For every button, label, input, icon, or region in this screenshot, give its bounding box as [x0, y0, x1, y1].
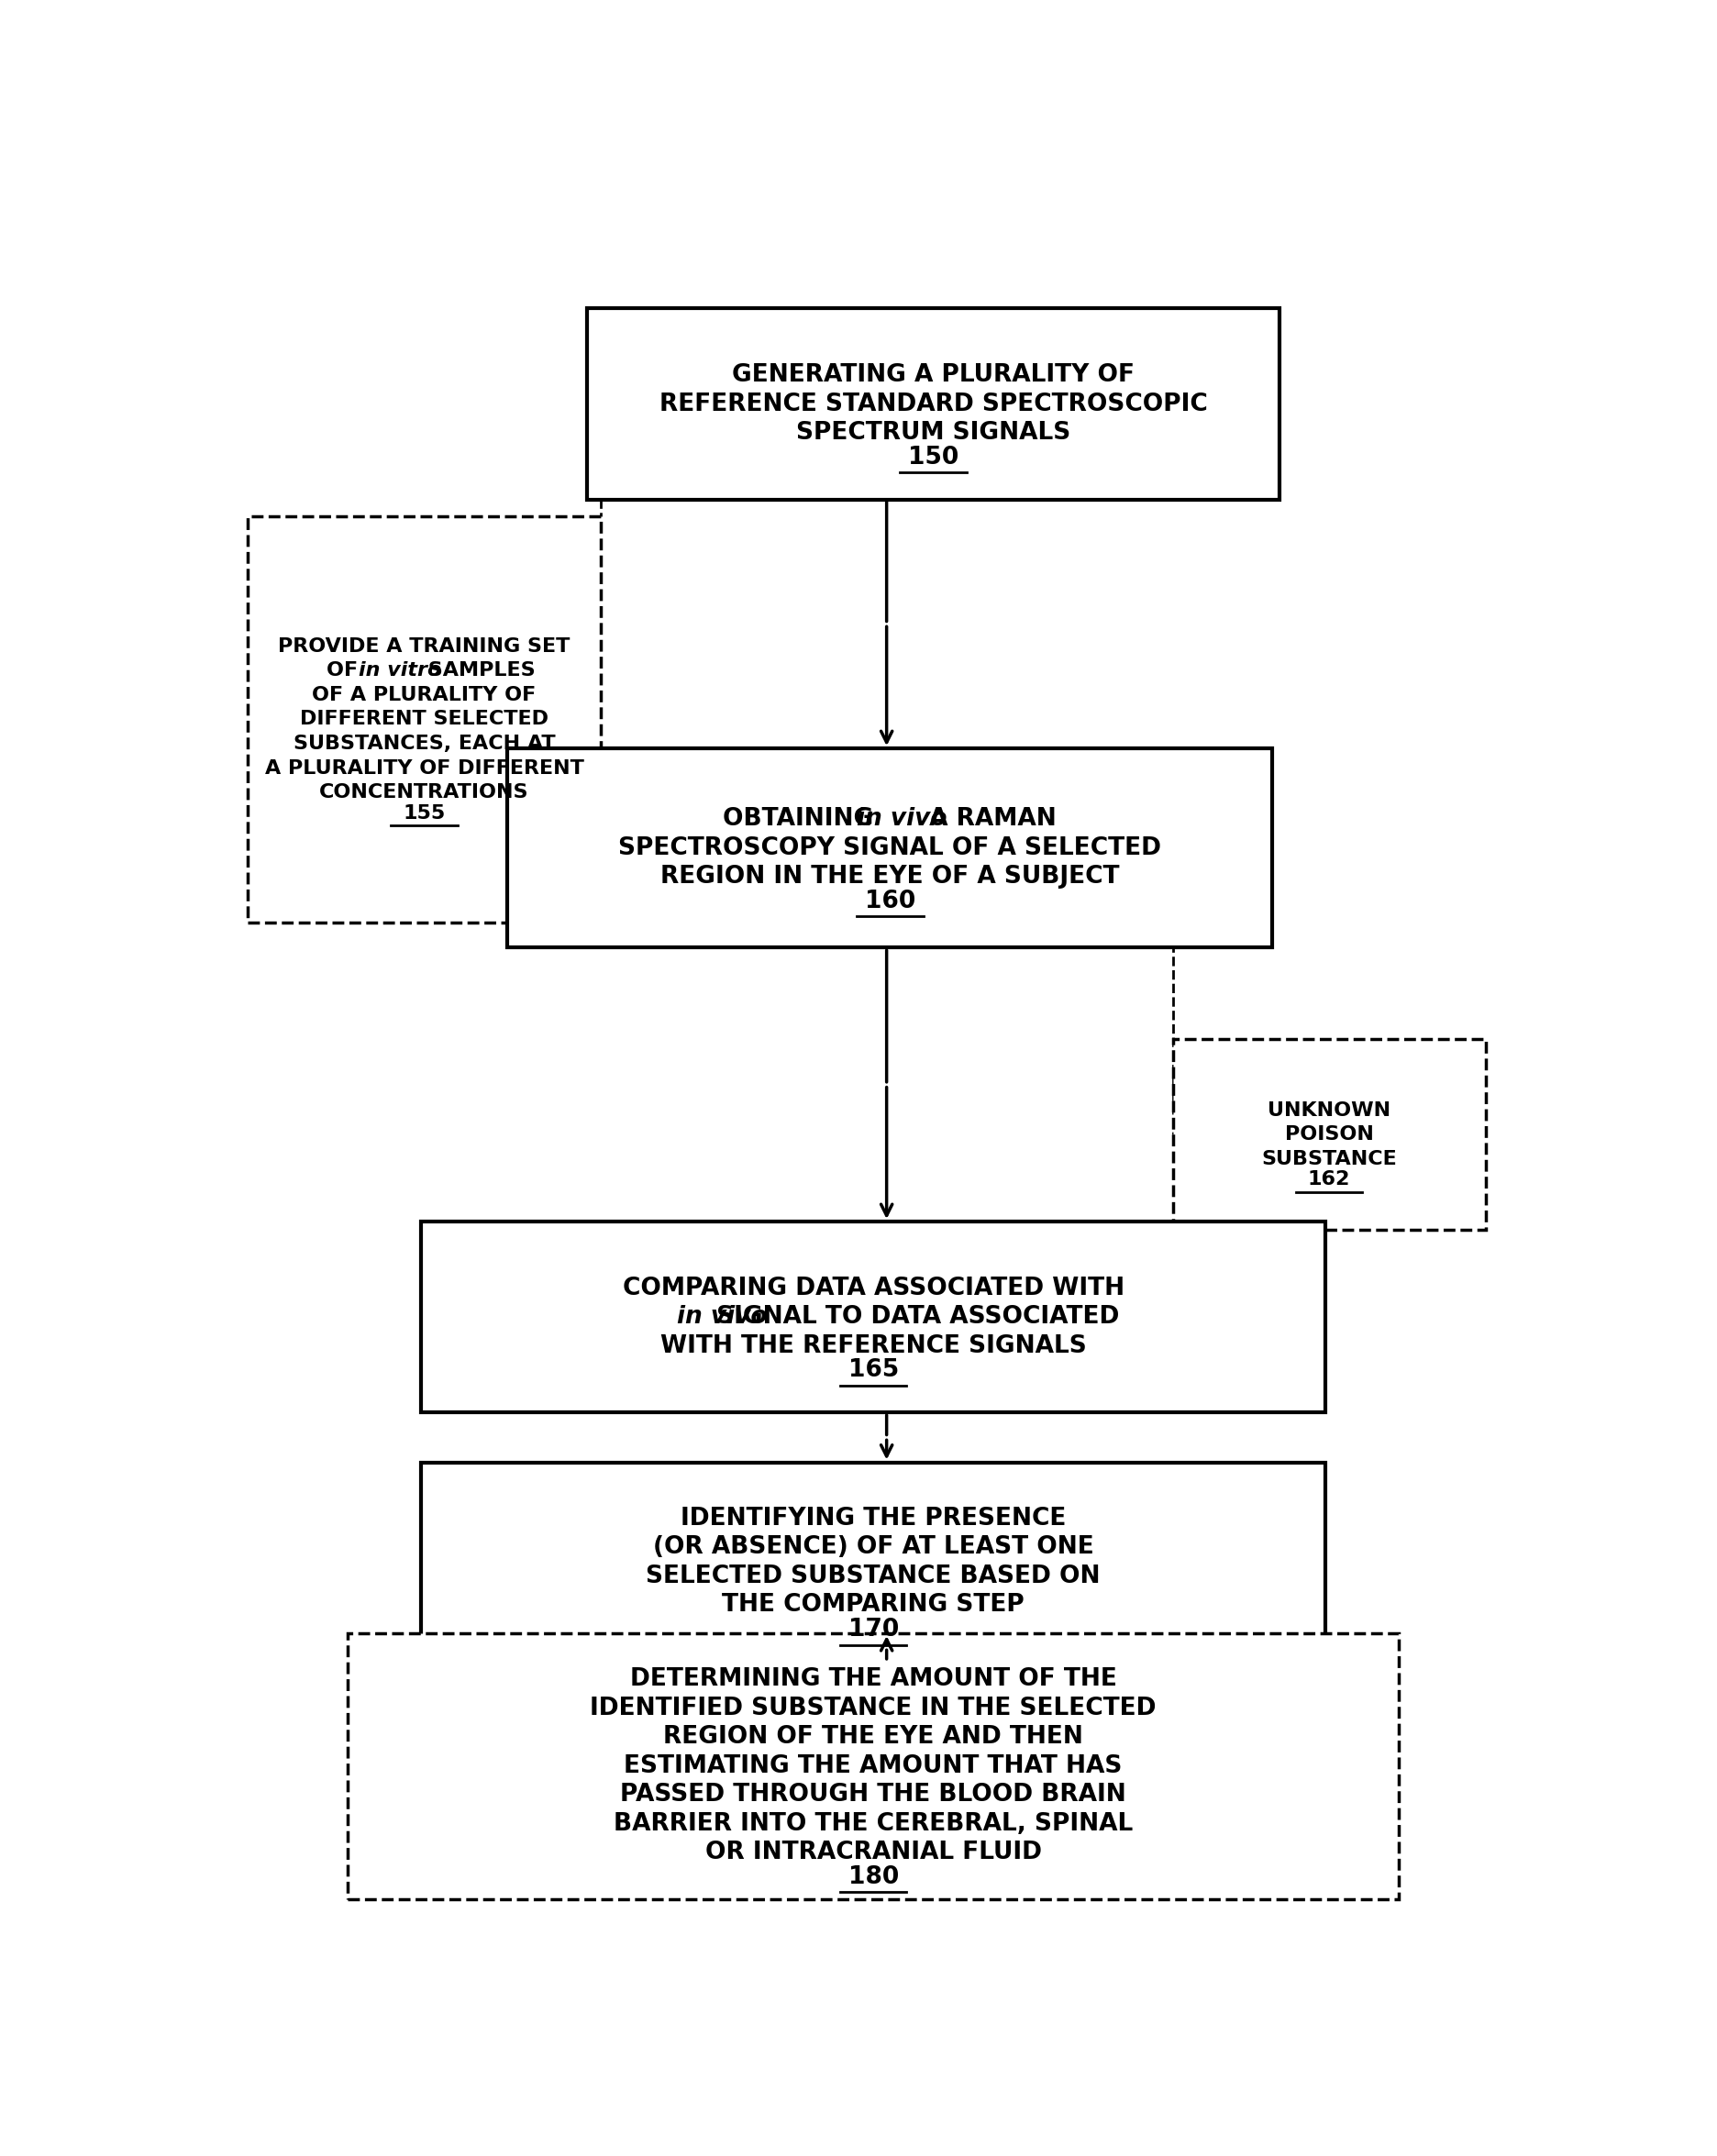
FancyBboxPatch shape [349, 1634, 1399, 1899]
Text: 180: 180 [848, 1865, 898, 1889]
Text: 155: 155 [403, 804, 445, 821]
Text: ESTIMATING THE AMOUNT THAT HAS: ESTIMATING THE AMOUNT THAT HAS [623, 1755, 1123, 1779]
Text: in vitro: in vitro [359, 662, 441, 679]
Text: PASSED THROUGH THE BLOOD BRAIN: PASSED THROUGH THE BLOOD BRAIN [620, 1783, 1126, 1807]
Text: REFERENCE STANDARD SPECTROSCOPIC: REFERENCE STANDARD SPECTROSCOPIC [659, 392, 1207, 416]
Text: UNKNOWN: UNKNOWN [1267, 1102, 1391, 1119]
Text: 162: 162 [1308, 1171, 1350, 1188]
FancyBboxPatch shape [587, 308, 1279, 500]
FancyBboxPatch shape [247, 515, 601, 923]
Text: OF A PLURALITY OF: OF A PLURALITY OF [312, 686, 536, 705]
Text: A RAMAN: A RAMAN [920, 806, 1056, 830]
Text: CONCENTRATIONS: CONCENTRATIONS [319, 783, 529, 802]
Text: IDENTIFYING THE PRESENCE: IDENTIFYING THE PRESENCE [680, 1507, 1066, 1531]
Text: PROVIDE A TRAINING SET: PROVIDE A TRAINING SET [278, 638, 570, 655]
Text: DETERMINING THE AMOUNT OF THE: DETERMINING THE AMOUNT OF THE [630, 1667, 1116, 1692]
Text: 160: 160 [865, 890, 915, 914]
Text: DIFFERENT SELECTED: DIFFERENT SELECTED [300, 709, 548, 729]
Text: SPECTROSCOPY SIGNAL OF A SELECTED: SPECTROSCOPY SIGNAL OF A SELECTED [618, 837, 1161, 860]
Text: OF: OF [326, 662, 366, 679]
Text: 165: 165 [848, 1358, 898, 1382]
FancyBboxPatch shape [508, 748, 1272, 949]
Text: SPECTRUM SIGNALS: SPECTRUM SIGNALS [797, 420, 1070, 444]
Text: REGION OF THE EYE AND THEN: REGION OF THE EYE AND THEN [663, 1725, 1083, 1749]
Text: SELECTED SUBSTANCE BASED ON: SELECTED SUBSTANCE BASED ON [646, 1565, 1101, 1589]
Text: SAMPLES: SAMPLES [421, 662, 536, 679]
Text: GENERATING A PLURALITY OF: GENERATING A PLURALITY OF [731, 362, 1135, 388]
Text: COMPARING DATA ASSOCIATED WITH: COMPARING DATA ASSOCIATED WITH [622, 1276, 1125, 1300]
FancyBboxPatch shape [421, 1462, 1326, 1662]
Text: OR INTRACRANIAL FLUID: OR INTRACRANIAL FLUID [706, 1841, 1042, 1865]
Text: (OR ABSENCE) OF AT LEAST ONE: (OR ABSENCE) OF AT LEAST ONE [652, 1535, 1094, 1559]
Text: 170: 170 [848, 1617, 898, 1641]
Text: SIGNAL TO DATA ASSOCIATED: SIGNAL TO DATA ASSOCIATED [709, 1304, 1119, 1328]
Text: OBTAINING: OBTAINING [723, 806, 883, 830]
Text: 150: 150 [908, 446, 958, 470]
Text: IDENTIFIED SUBSTANCE IN THE SELECTED: IDENTIFIED SUBSTANCE IN THE SELECTED [591, 1697, 1157, 1720]
FancyBboxPatch shape [1173, 1039, 1485, 1229]
Text: in vivo: in vivo [676, 1304, 767, 1328]
Text: SUBSTANCE: SUBSTANCE [1262, 1149, 1398, 1169]
Text: SUBSTANCES, EACH AT: SUBSTANCES, EACH AT [294, 735, 555, 752]
Text: POISON: POISON [1284, 1125, 1374, 1143]
Text: THE COMPARING STEP: THE COMPARING STEP [723, 1593, 1025, 1617]
Text: WITH THE REFERENCE SIGNALS: WITH THE REFERENCE SIGNALS [659, 1335, 1087, 1358]
Text: REGION IN THE EYE OF A SUBJECT: REGION IN THE EYE OF A SUBJECT [661, 865, 1119, 888]
Text: A PLURALITY OF DIFFERENT: A PLURALITY OF DIFFERENT [264, 759, 584, 776]
Text: in vivo: in vivo [857, 806, 946, 830]
FancyBboxPatch shape [421, 1222, 1326, 1412]
Text: BARRIER INTO THE CEREBRAL, SPINAL: BARRIER INTO THE CEREBRAL, SPINAL [613, 1811, 1133, 1835]
